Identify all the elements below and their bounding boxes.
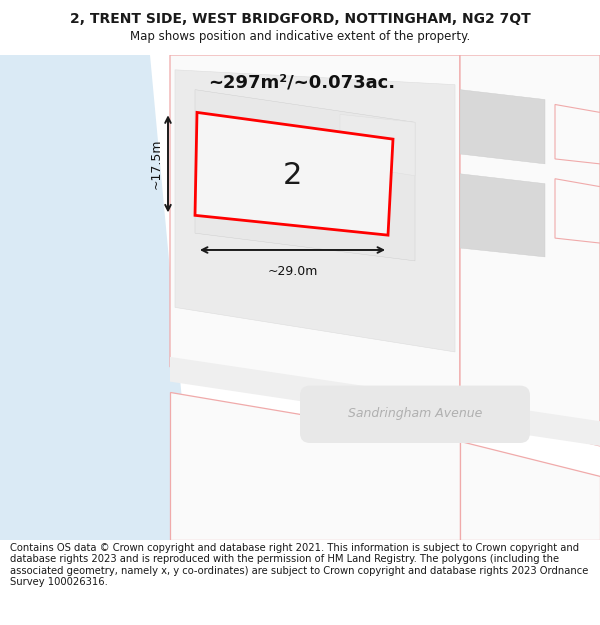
Polygon shape bbox=[195, 112, 393, 235]
Polygon shape bbox=[460, 89, 545, 164]
FancyBboxPatch shape bbox=[300, 386, 530, 443]
Polygon shape bbox=[170, 357, 600, 446]
Text: 2, TRENT SIDE, WEST BRIDGFORD, NOTTINGHAM, NG2 7QT: 2, TRENT SIDE, WEST BRIDGFORD, NOTTINGHA… bbox=[70, 12, 530, 26]
Polygon shape bbox=[175, 70, 455, 352]
Polygon shape bbox=[340, 114, 415, 176]
Polygon shape bbox=[555, 179, 600, 243]
Polygon shape bbox=[0, 55, 195, 540]
Text: 2: 2 bbox=[283, 161, 302, 190]
Polygon shape bbox=[460, 174, 545, 257]
Polygon shape bbox=[170, 391, 460, 540]
Polygon shape bbox=[460, 441, 600, 540]
Text: ~29.0m: ~29.0m bbox=[268, 265, 317, 278]
Text: Map shows position and indicative extent of the property.: Map shows position and indicative extent… bbox=[130, 30, 470, 43]
Polygon shape bbox=[170, 55, 460, 411]
Text: Contains OS data © Crown copyright and database right 2021. This information is : Contains OS data © Crown copyright and d… bbox=[10, 542, 589, 588]
Text: ~17.5m: ~17.5m bbox=[150, 139, 163, 189]
Polygon shape bbox=[195, 89, 415, 261]
Text: Sandringham Avenue: Sandringham Avenue bbox=[348, 407, 482, 420]
Polygon shape bbox=[460, 55, 600, 446]
Polygon shape bbox=[555, 104, 600, 164]
Text: ~297m²/~0.073ac.: ~297m²/~0.073ac. bbox=[208, 74, 395, 92]
